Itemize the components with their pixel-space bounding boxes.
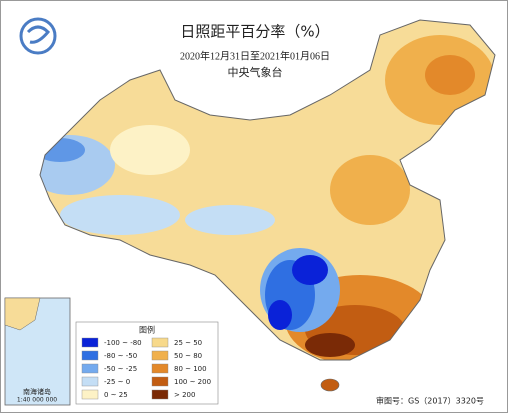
legend-label: 25 ~ 50: [174, 339, 202, 347]
title: 日照距平百分率（%）: [180, 23, 329, 41]
legend-label: -80 ~ -50: [104, 352, 137, 360]
legend-swatch: [151, 376, 169, 387]
legend-label: > 200: [174, 391, 195, 399]
legend-label: -50 ~ -25: [104, 365, 137, 373]
legend-swatch: [81, 350, 99, 361]
china-outline: [39, 19, 496, 361]
legend-swatch: [81, 376, 99, 387]
approval: 审图号：GS（2017）3320号: [376, 396, 484, 406]
inset-title: 南海诸岛: [23, 387, 51, 396]
legend-swatch: [151, 389, 169, 400]
legend: 图例 -100 ~ -80 -80 ~ -50 -50 ~ -25 -25 ~ 0 0 …: [75, 321, 219, 405]
legend-label: -25 ~ 0: [104, 378, 130, 386]
legend-label: 50 ~ 80: [174, 352, 202, 360]
legend-label: 0 ~ 25: [104, 391, 128, 399]
hainan: [320, 378, 340, 392]
legend-swatch: [81, 337, 99, 348]
source: 中央气象台: [228, 65, 283, 79]
legend-swatch: [151, 337, 169, 348]
inset: 南海诸岛 1:40 000 000: [4, 297, 71, 406]
inset-scale: 1:40 000 000: [17, 397, 57, 404]
legend-swatch: [81, 389, 99, 400]
period: 2020年12月31日至2021年01月06日: [180, 49, 330, 62]
legend-label: 100 ~ 200: [174, 378, 211, 386]
legend-title: 图例: [139, 325, 155, 335]
legend-swatch: [151, 350, 169, 361]
legend-label: 80 ~ 100: [174, 365, 207, 373]
legend-label: -100 ~ -80: [104, 339, 142, 347]
legend-swatch: [151, 363, 169, 374]
logo: [19, 17, 57, 55]
legend-swatch: [81, 363, 99, 374]
